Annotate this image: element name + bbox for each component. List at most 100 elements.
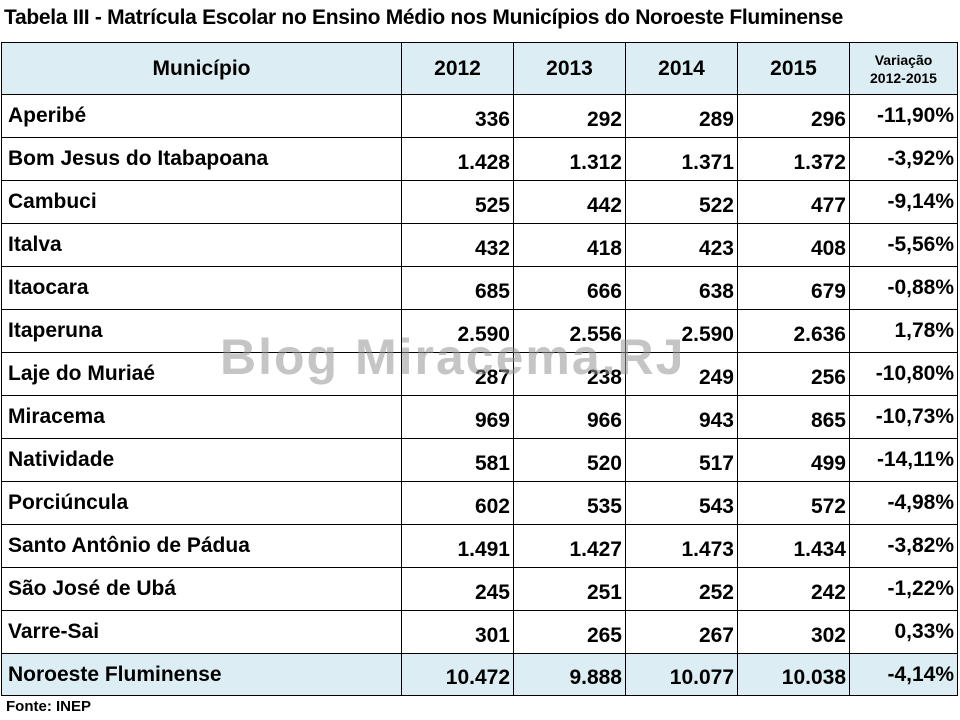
cell-2014: 2.590 — [625, 309, 738, 353]
cell-2014: 517 — [625, 438, 738, 482]
cell-2015: 408 — [737, 223, 850, 267]
cell-2014: 543 — [625, 481, 738, 525]
cell-2015: 865 — [737, 395, 850, 439]
cell-2014: 289 — [625, 94, 738, 138]
table-row: Miracema 969 966 943 865 -10,73% — [1, 395, 958, 439]
table-title: Tabela III - Matrícula Escolar no Ensino… — [4, 6, 844, 29]
cell-2015: 1.372 — [737, 137, 850, 181]
cell-municipio: Itaperuna — [1, 309, 402, 353]
total-row: Noroeste Fluminense 10.472 9.888 10.077 10.0… — [1, 653, 958, 696]
header-2015: 2015 — [737, 42, 850, 95]
cell-2012: 525 — [401, 180, 514, 224]
header-variacao: Variação 2012-2015 — [849, 42, 958, 95]
cell-variacao: -10,80% — [849, 352, 958, 396]
cell-2014: 522 — [625, 180, 738, 224]
cell-2013: 2.556 — [513, 309, 626, 353]
cell-2015: 242 — [737, 567, 850, 611]
header-row: Município 2012 2013 2014 2015 Variação 2… — [1, 42, 958, 95]
cell-variacao: -9,14% — [849, 180, 958, 224]
cell-municipio: Itaocara — [1, 266, 402, 310]
cell-municipio: Aperibé — [1, 94, 402, 138]
cell-2013: 442 — [513, 180, 626, 224]
cell-2014: 423 — [625, 223, 738, 267]
cell-municipio: Santo Antônio de Pádua — [1, 524, 402, 568]
cell-municipio: Noroeste Fluminense — [1, 653, 402, 696]
cell-variacao: -3,92% — [849, 137, 958, 181]
cell-2013: 251 — [513, 567, 626, 611]
header-2012: 2012 — [401, 42, 514, 95]
table-row: Bom Jesus do Itabapoana 1.428 1.312 1.371 1.… — [1, 137, 958, 181]
cell-2012: 287 — [401, 352, 514, 396]
cell-variacao: -14,11% — [849, 438, 958, 482]
cell-municipio: Cambuci — [1, 180, 402, 224]
cell-2015: 302 — [737, 610, 850, 654]
header-2014: 2014 — [625, 42, 738, 95]
cell-2013: 520 — [513, 438, 626, 482]
cell-variacao: -11,90% — [849, 94, 958, 138]
cell-2013: 418 — [513, 223, 626, 267]
cell-2014: 249 — [625, 352, 738, 396]
header-variacao-line1: Variação — [874, 51, 933, 68]
cell-municipio: Italva — [1, 223, 402, 267]
cell-2015: 499 — [737, 438, 850, 482]
table-row: Cambuci 525 442 522 477 -9,14% — [1, 180, 958, 224]
cell-2012: 602 — [401, 481, 514, 525]
cell-2015: 572 — [737, 481, 850, 525]
header-variacao-line2: 2012-2015 — [870, 69, 937, 86]
table-row: Italva 432 418 423 408 -5,56% — [1, 223, 958, 267]
cell-2014: 1.371 — [625, 137, 738, 181]
cell-2013: 1.427 — [513, 524, 626, 568]
cell-variacao: -3,82% — [849, 524, 958, 568]
cell-municipio: Natividade — [1, 438, 402, 482]
cell-2015: 679 — [737, 266, 850, 310]
table-row: Santo Antônio de Pádua 1.491 1.427 1.473 1.4… — [1, 524, 958, 568]
cell-variacao: -4,14% — [849, 653, 958, 696]
header-2013: 2013 — [513, 42, 626, 95]
cell-variacao: -5,56% — [849, 223, 958, 267]
cell-municipio: Miracema — [1, 395, 402, 439]
cell-2015: 296 — [737, 94, 850, 138]
cell-municipio: Bom Jesus do Itabapoana — [1, 137, 402, 181]
cell-municipio: Varre-Sai — [1, 610, 402, 654]
table-row: São José de Ubá 245 251 252 242 -1,22% — [1, 567, 958, 611]
cell-2014: 638 — [625, 266, 738, 310]
cell-2015: 10.038 — [737, 653, 850, 696]
cell-2015: 1.434 — [737, 524, 850, 568]
cell-2012: 581 — [401, 438, 514, 482]
cell-2015: 477 — [737, 180, 850, 224]
cell-2013: 238 — [513, 352, 626, 396]
table-body: Aperibé 336 292 289 296 -11,90% Bom Jesus do I… — [1, 94, 958, 696]
cell-2012: 301 — [401, 610, 514, 654]
table-row: Aperibé 336 292 289 296 -11,90% — [1, 94, 958, 138]
cell-2012: 1.428 — [401, 137, 514, 181]
cell-2013: 1.312 — [513, 137, 626, 181]
cell-2014: 10.077 — [625, 653, 738, 696]
cell-2013: 9.888 — [513, 653, 626, 696]
table-row: Itaocara 685 666 638 679 -0,88% — [1, 266, 958, 310]
cell-2012: 10.472 — [401, 653, 514, 696]
header-municipio: Município — [1, 42, 402, 95]
table-row: Itaperuna 2.590 2.556 2.590 2.636 1,78% — [1, 309, 958, 353]
cell-2012: 336 — [401, 94, 514, 138]
source-note: Fonte: INEP — [6, 698, 91, 715]
table-row: Porciúncula 602 535 543 572 -4,98% — [1, 481, 958, 525]
cell-2014: 1.473 — [625, 524, 738, 568]
cell-municipio: São José de Ubá — [1, 567, 402, 611]
cell-municipio: Laje do Muriaé — [1, 352, 402, 396]
cell-2012: 245 — [401, 567, 514, 611]
cell-2012: 969 — [401, 395, 514, 439]
cell-2012: 685 — [401, 266, 514, 310]
cell-variacao: -0,88% — [849, 266, 958, 310]
cell-variacao: 1,78% — [849, 309, 958, 353]
table-row: Varre-Sai 301 265 267 302 0,33% — [1, 610, 958, 654]
cell-2012: 1.491 — [401, 524, 514, 568]
cell-2012: 432 — [401, 223, 514, 267]
cell-2015: 2.636 — [737, 309, 850, 353]
cell-variacao: -10,73% — [849, 395, 958, 439]
table-row: Laje do Muriaé 287 238 249 256 -10,80% — [1, 352, 958, 396]
table-row: Natividade 581 520 517 499 -14,11% — [1, 438, 958, 482]
cell-2013: 966 — [513, 395, 626, 439]
cell-municipio: Porciúncula — [1, 481, 402, 525]
cell-2015: 256 — [737, 352, 850, 396]
cell-2012: 2.590 — [401, 309, 514, 353]
